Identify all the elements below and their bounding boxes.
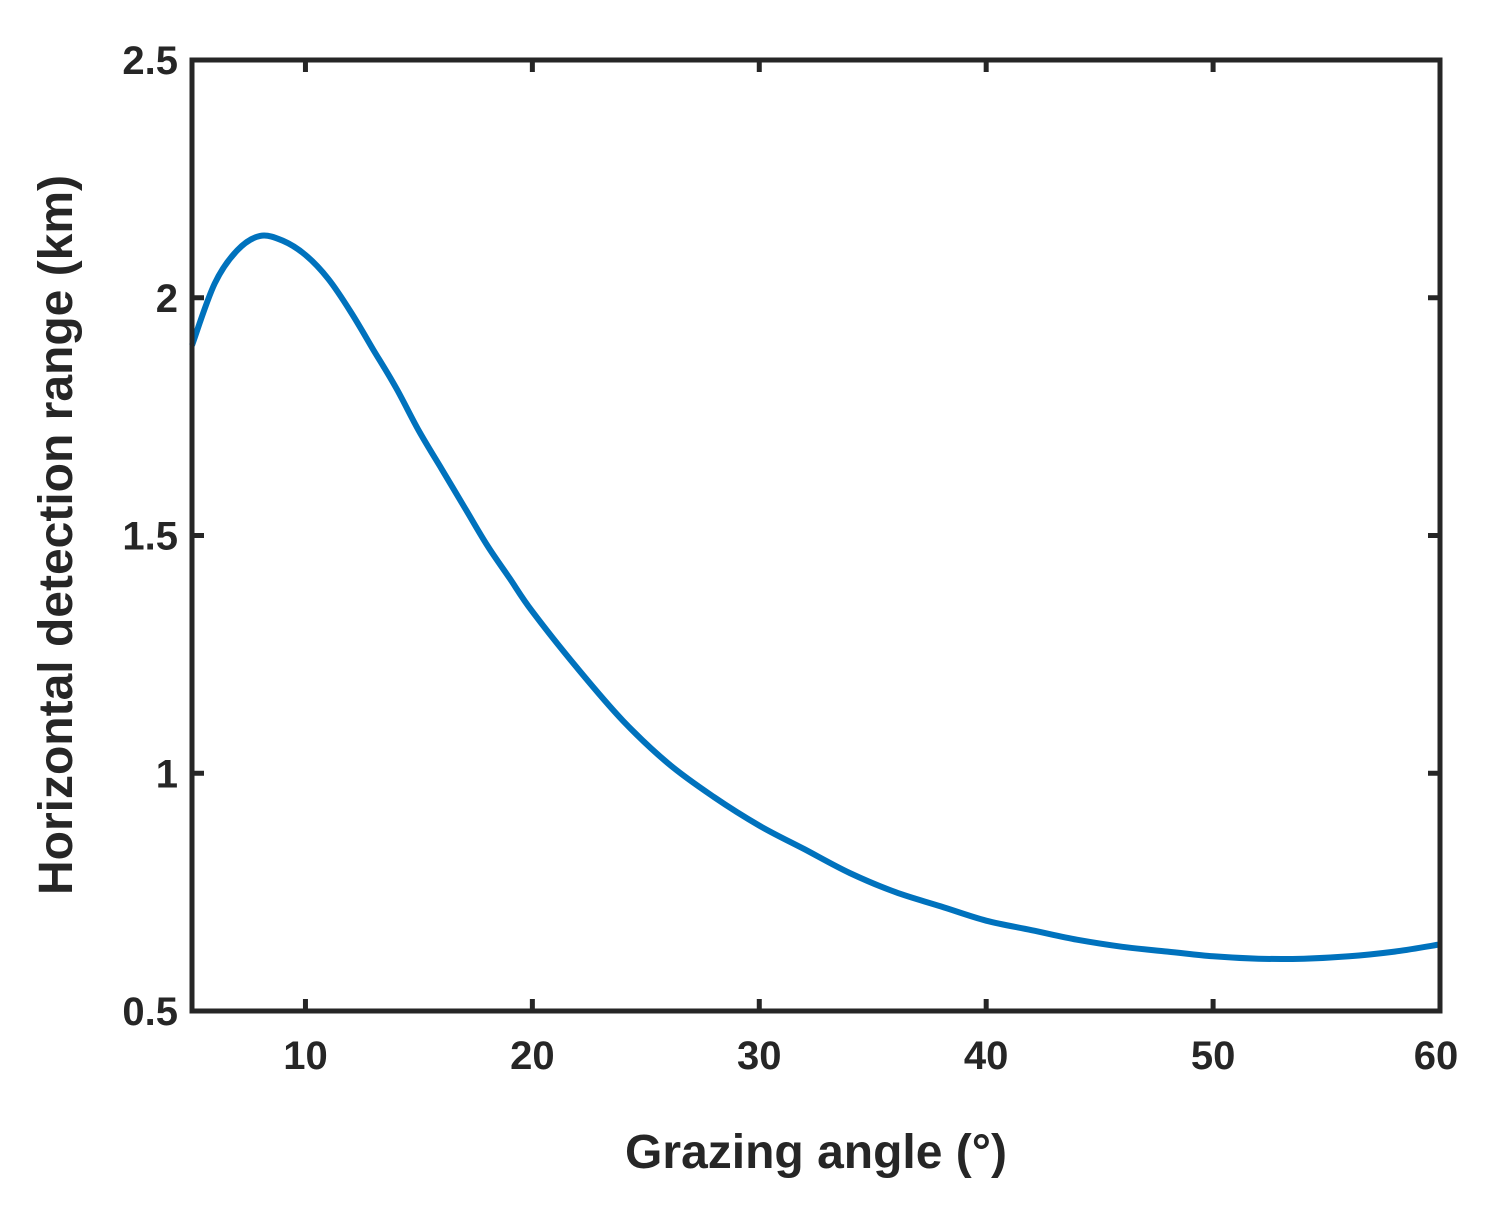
x-tick-labels: 10 20 30 40 50 60 bbox=[283, 1034, 1458, 1078]
series-line-0 bbox=[189, 232, 1441, 962]
x-tick-label: 20 bbox=[510, 1034, 555, 1078]
y-tick-label: 1.5 bbox=[122, 515, 178, 559]
x-tick-label: 50 bbox=[1191, 1034, 1236, 1078]
plot-frame bbox=[189, 57, 1443, 1014]
x-axis-label: Grazing angle (°) bbox=[625, 1126, 1007, 1179]
x-tick-label: 10 bbox=[283, 1034, 328, 1078]
y-tick-label: 2.5 bbox=[122, 39, 178, 83]
y-tick-labels: 0.5 1 1.5 2 2.5 bbox=[122, 39, 178, 1034]
y-tick-label: 2 bbox=[156, 277, 178, 321]
x-tick-label: 40 bbox=[964, 1034, 1009, 1078]
y-axis-label: Horizontal detection range (km) bbox=[30, 175, 83, 895]
plot-area bbox=[192, 60, 1440, 1011]
series-lines bbox=[189, 232, 1441, 962]
y-tick-label: 1 bbox=[156, 752, 178, 796]
x-tick-label: 60 bbox=[1414, 1034, 1459, 1078]
y-tick-label: 0.5 bbox=[122, 990, 178, 1034]
x-tick-label: 30 bbox=[737, 1034, 782, 1078]
